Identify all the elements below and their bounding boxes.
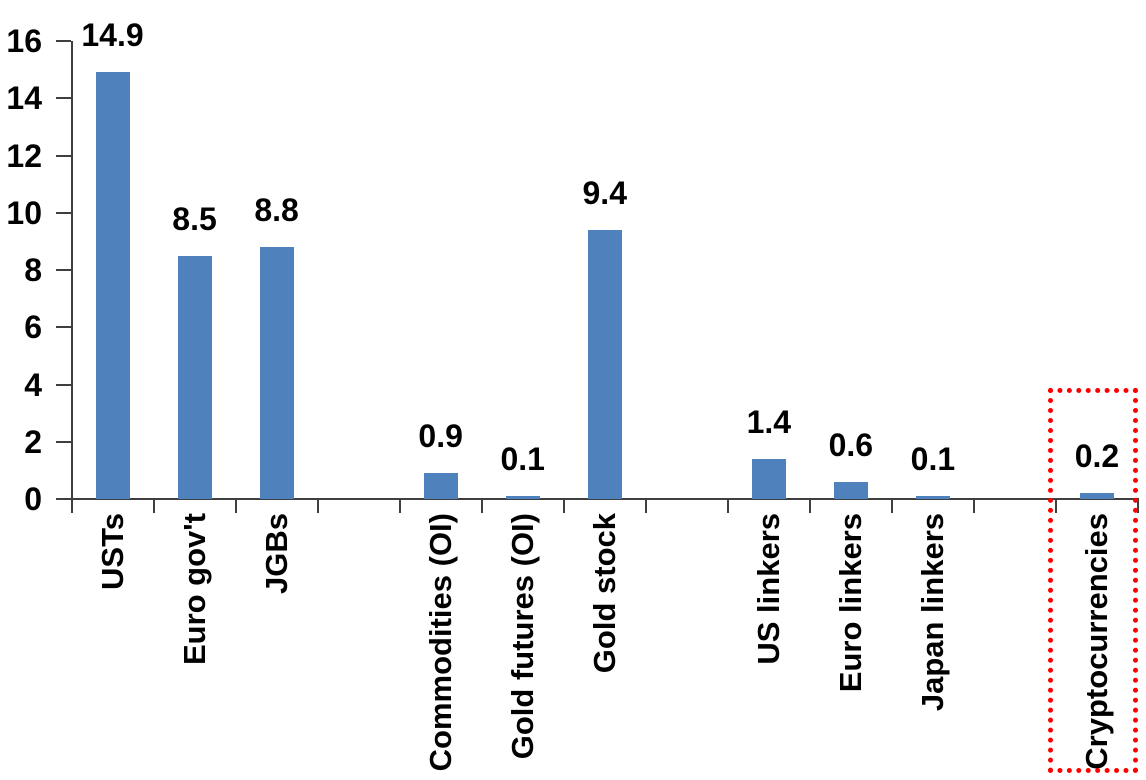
y-tick	[55, 326, 71, 329]
x-tick	[562, 499, 565, 513]
y-tick-label: 6	[24, 309, 42, 346]
bar	[423, 473, 458, 499]
y-tick-label: 4	[24, 366, 42, 403]
bar	[95, 72, 130, 499]
x-tick	[1054, 499, 1057, 513]
x-tick	[972, 499, 975, 513]
y-tick	[55, 211, 71, 214]
y-tick	[55, 40, 71, 42]
bar-value-label: 8.5	[172, 201, 217, 237]
bar-value-label: 0.9	[418, 418, 463, 454]
category-label: Gold stock	[586, 513, 622, 674]
category-label: Euro gov't	[176, 513, 212, 666]
x-tick	[644, 499, 647, 513]
category-label: JGBs	[258, 513, 294, 594]
bar	[505, 496, 540, 499]
category-label: Commodities (OI)	[422, 513, 458, 772]
x-tick	[726, 499, 729, 513]
bar	[259, 247, 294, 499]
bar	[1079, 493, 1114, 499]
x-tick	[890, 499, 893, 513]
y-tick-label: 2	[24, 423, 42, 460]
category-label: Japan linkers	[914, 513, 950, 712]
category-label: Gold futures (OI)	[504, 513, 540, 760]
y-tick-label: 12	[6, 137, 42, 174]
y-tick-label: 16	[6, 23, 42, 59]
y-tick-label: 10	[6, 194, 42, 231]
x-tick	[398, 499, 401, 513]
bar-value-label: 0.1	[910, 441, 956, 477]
x-tick	[316, 499, 319, 513]
bar-value-label: 1.4	[746, 404, 792, 440]
category-label: Euro linkers	[832, 513, 868, 693]
x-axis-line	[70, 498, 1139, 500]
bar	[751, 459, 786, 499]
bar-value-label: 8.8	[254, 192, 299, 228]
x-tick	[234, 499, 237, 513]
y-tick	[55, 440, 71, 443]
bar-value-label: 14.9	[81, 17, 144, 53]
bar	[177, 256, 212, 499]
y-tick-label: 8	[24, 252, 42, 288]
bar	[587, 230, 622, 499]
bar	[915, 496, 950, 499]
x-tick	[808, 499, 811, 513]
x-tick	[480, 499, 483, 513]
bar-value-label: 0.2	[1074, 438, 1120, 474]
x-tick	[152, 499, 155, 513]
category-label: USTs	[94, 513, 130, 590]
bar	[833, 482, 868, 499]
y-tick	[55, 383, 71, 386]
y-tick-label: 0	[24, 481, 42, 517]
y-tick-label: 14	[6, 80, 42, 117]
x-tick	[70, 499, 73, 513]
y-tick	[55, 269, 71, 271]
highlight-box	[1047, 388, 1138, 773]
y-tick	[55, 154, 71, 157]
bar-value-label: 9.4	[582, 175, 627, 211]
x-tick	[1137, 499, 1139, 513]
y-tick	[55, 498, 71, 500]
bar-value-label: 0.6	[828, 427, 874, 463]
y-tick	[55, 97, 71, 100]
y-axis-line	[70, 41, 73, 499]
category-label: US linkers	[750, 513, 786, 665]
bar-value-label: 0.1	[500, 441, 545, 477]
